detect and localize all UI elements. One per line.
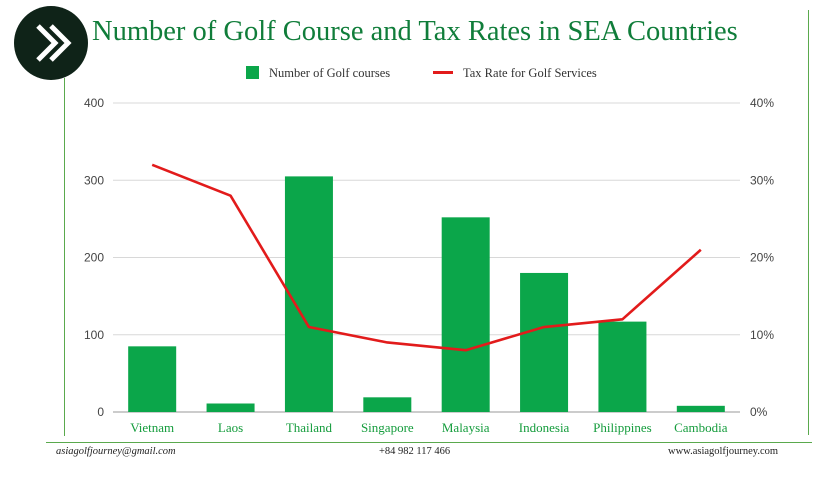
bar [284, 176, 333, 412]
bar [520, 272, 569, 412]
bar [441, 217, 490, 412]
y-right-tick-label: 30% [750, 173, 774, 187]
legend-label-line: Tax Rate for Golf Services [463, 66, 597, 80]
x-category-label: Thailand [286, 420, 333, 435]
y-right-tick-label: 10% [750, 328, 774, 342]
legend-label-bars: Number of Golf courses [269, 66, 390, 80]
x-category-label: Singapore [361, 420, 414, 435]
x-category-label: Vietnam [130, 420, 174, 435]
x-category-label: Laos [218, 420, 243, 435]
bar [598, 321, 647, 412]
x-category-label: Philippines [593, 420, 652, 435]
frame-right-line [808, 10, 809, 435]
y-left-tick-label: 300 [84, 173, 104, 187]
bar [206, 403, 255, 412]
footer-website[interactable]: www.asiagolfjourney.com [668, 446, 779, 457]
y-right-tick-label: 40% [750, 96, 774, 110]
y-left-tick-label: 100 [84, 328, 104, 342]
x-category-label: Indonesia [519, 420, 570, 435]
y-right-tick-label: 0% [750, 405, 768, 419]
footer-email[interactable]: asiagolfjourney@gmail.com [56, 446, 176, 457]
double-chevron-right-icon [36, 24, 72, 62]
y-left-tick-label: 0 [97, 405, 104, 419]
chart-title: Number of Golf Course and Tax Rates in S… [92, 16, 738, 47]
bar [676, 405, 725, 412]
footer-phone: +84 982 117 466 [379, 446, 451, 457]
chart-area: 0 100 200 300 400 0% 10% 20% 30% 40% Vietnam Laos Th… [84, 66, 774, 435]
x-category-label: Malaysia [442, 420, 490, 435]
footer-divider [46, 442, 812, 443]
bar [363, 397, 412, 412]
legend-swatch-bars [246, 66, 259, 79]
y-left-tick-label: 400 [84, 96, 104, 110]
y-right-tick-label: 20% [750, 251, 774, 265]
brand-logo [14, 6, 88, 80]
bar [128, 346, 177, 412]
tax-rate-line [151, 163, 702, 352]
x-category-label: Cambodia [674, 420, 728, 435]
y-left-tick-label: 200 [84, 251, 104, 265]
frame-left-line [64, 78, 65, 436]
